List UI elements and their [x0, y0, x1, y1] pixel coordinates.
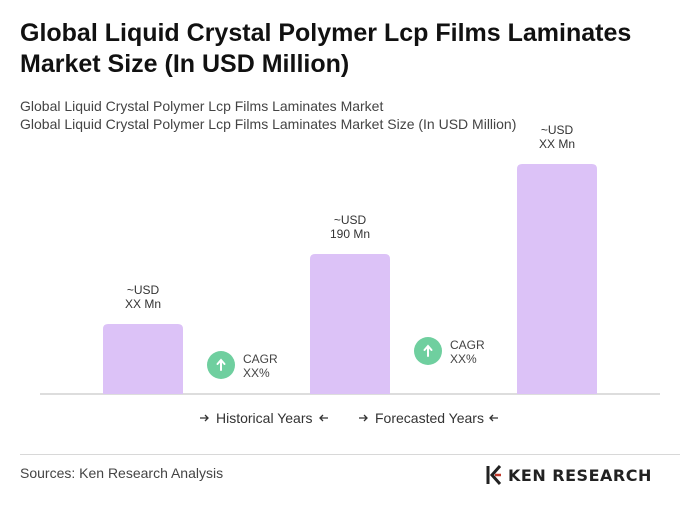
arrow-up-icon	[216, 358, 226, 371]
bar-3	[517, 164, 597, 394]
arrow-right-icon	[359, 414, 368, 422]
cagr-label-1-line-2: XX%	[243, 366, 270, 380]
arrow-left-icon	[489, 414, 498, 422]
arrow-left-icon	[319, 414, 328, 422]
bar-2-label-line-2: 190 Mn	[330, 227, 370, 241]
cagr-label-2-line-2: XX%	[450, 352, 477, 366]
legend-item-2: Forecasted Years	[359, 410, 498, 426]
sources-text: Sources: Ken Research Analysis	[20, 465, 224, 481]
bar-1-label-line-1: ~USD	[127, 283, 160, 297]
bar-1-label-line-2: XX Mn	[125, 297, 161, 311]
arrow-right-icon	[200, 414, 209, 422]
bar-2	[310, 254, 390, 394]
ken-logo-icon	[486, 465, 502, 485]
chart-title: Global Liquid Crystal Polymer Lcp Films …	[20, 19, 632, 78]
arrow-up-icon	[423, 344, 433, 357]
chart-subtitle: Global Liquid Crystal Polymer Lcp Films …	[20, 98, 384, 114]
bar-3-label-line-2: XX Mn	[539, 137, 575, 151]
legend-item-1: Historical Years	[200, 410, 328, 426]
chart-subtitle-2: Global Liquid Crystal Polymer Lcp Films …	[20, 116, 517, 132]
legend-label: Forecasted Years	[375, 410, 484, 426]
cagr-label-2-line-1: CAGR	[450, 338, 485, 352]
ken-research-logo: KEN RESEARCH	[486, 463, 652, 487]
bar-2-label-line-1: ~USD	[334, 213, 367, 227]
footer-divider	[20, 454, 680, 455]
legend-label: Historical Years	[216, 410, 313, 426]
bar-3-label-line-1: ~USD	[541, 123, 574, 137]
bar-1	[103, 324, 183, 394]
logo-text: KEN RESEARCH	[508, 465, 652, 485]
legend: Historical Years Forecasted Years	[200, 410, 498, 426]
cagr-label-1-line-1: CAGR	[243, 352, 278, 366]
